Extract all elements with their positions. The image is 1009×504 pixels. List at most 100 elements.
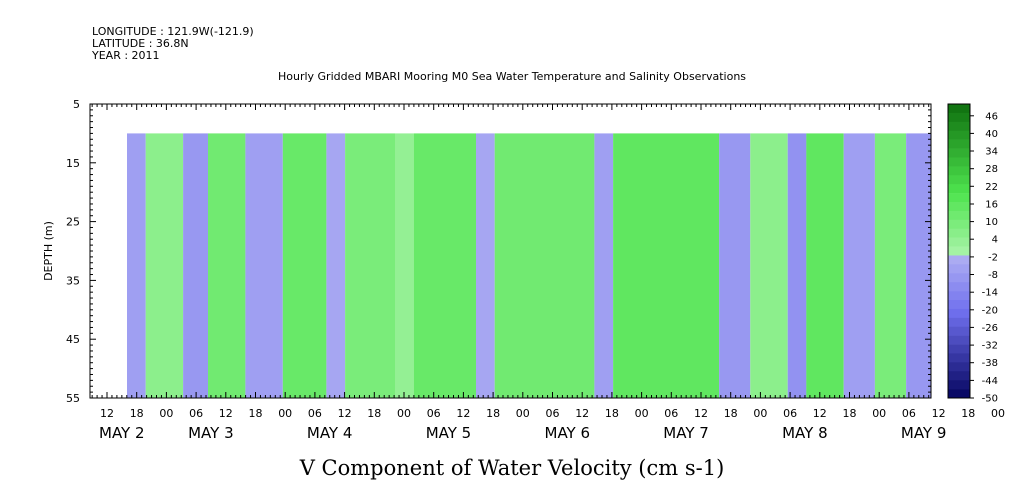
colorbar-swatch: [948, 380, 970, 390]
x-tick-label: 00: [872, 407, 886, 420]
colorbar-swatch: [948, 335, 970, 345]
heatmap-band-18: [843, 133, 875, 398]
x-tick-label: 00: [991, 407, 1005, 420]
latitude-label: LATITUDE : 36.8N: [92, 37, 189, 50]
x-day-label: MAY 2: [99, 424, 145, 442]
colorbar-swatch: [948, 130, 970, 140]
x-tick-label: 00: [278, 407, 292, 420]
colorbar-swatch: [948, 202, 970, 212]
x-tick-label: 12: [575, 407, 589, 420]
colorbar-swatch: [948, 300, 970, 310]
x-tick-label: 18: [130, 407, 144, 420]
colorbar-swatch: [948, 371, 970, 381]
colorbar-label: -26: [982, 323, 998, 334]
colorbar-label: -38: [982, 358, 998, 369]
x-tick-label: 06: [427, 407, 441, 420]
x-tick-label: 06: [189, 407, 203, 420]
x-tick-label: 12: [813, 407, 827, 420]
x-day-label: MAY 7: [663, 424, 709, 442]
heatmap-band-10: [476, 133, 495, 398]
colorbar-label: 16: [985, 200, 998, 211]
x-tick-label: 06: [664, 407, 678, 420]
heatmap-band-8: [395, 133, 414, 398]
colorbar-swatch: [948, 255, 970, 265]
colorbar-swatch: [948, 326, 970, 336]
x-tick-label: 00: [635, 407, 649, 420]
colorbar-label: 46: [985, 111, 998, 122]
y-tick-label: 55: [66, 392, 80, 405]
heatmap-band-13: [613, 133, 720, 398]
heatmap-band-19: [874, 133, 907, 398]
colorbar-swatch: [948, 308, 970, 319]
colorbar-swatch: [948, 353, 970, 363]
x-day-label: MAY 8: [782, 424, 828, 442]
x-tick-label: 00: [397, 407, 411, 420]
x-tick-label: 18: [249, 407, 263, 420]
colorbar-swatch: [948, 291, 970, 301]
heatmap-band-0: [127, 133, 146, 398]
x-tick-label: 12: [100, 407, 114, 420]
year-label: YEAR : 2011: [91, 49, 160, 62]
x-day-labels: MAY 2 MAY 3 MAY 4 MAY 5 MAY 6 MAY 7 MAY 8 MAY 9: [99, 424, 946, 442]
colorbar: [947, 103, 971, 399]
heatmap-band-5: [282, 133, 327, 398]
heatmap-band-14: [719, 133, 751, 398]
colorbar-swatch: [948, 282, 970, 292]
colorbar-label: -2: [988, 252, 998, 263]
heatmap-cells: [127, 133, 931, 398]
x-tick-label: 00: [753, 407, 767, 420]
x-day-label: MAY 6: [545, 424, 591, 442]
x-tick-label: 12: [694, 407, 708, 420]
x-tick-label: 12: [932, 407, 946, 420]
heatmap-band-16: [787, 133, 807, 398]
x-tick-label: 18: [961, 407, 975, 420]
heatmap-band-6: [326, 133, 346, 398]
colorbar-swatch: [948, 166, 970, 176]
colorbar-swatch: [948, 148, 970, 158]
x-tick-label: 00: [516, 407, 530, 420]
x-tick-label: 00: [159, 407, 173, 420]
colorbar-label: 10: [985, 217, 998, 228]
heatmap-band-17: [806, 133, 844, 398]
x-tick-label: 06: [308, 407, 322, 420]
colorbar-swatch: [948, 389, 970, 399]
y-tick-label: 25: [66, 216, 80, 229]
longitude-label: LONGITUDE : 121.9W(-121.9): [92, 25, 254, 38]
colorbar-label: 34: [985, 147, 998, 158]
heatmap-band-3: [208, 133, 246, 398]
colorbar-swatch: [948, 184, 970, 194]
x-tick-label: 06: [783, 407, 797, 420]
colorbar-swatch: [948, 112, 970, 123]
colorbar-swatch: [948, 264, 970, 274]
colorbar-swatch: [948, 273, 970, 283]
colorbar-label: -20: [982, 305, 998, 316]
colorbar-frame: [947, 103, 971, 399]
y-tick-label: 35: [66, 274, 80, 287]
x-tick-label: 06: [902, 407, 916, 420]
colorbar-label: -44: [982, 376, 998, 387]
colorbar-label: 22: [985, 182, 998, 193]
colorbar-swatch: [948, 210, 970, 221]
y-tick-label: 45: [66, 333, 80, 346]
x-tick-label: 18: [605, 407, 619, 420]
colorbar-label: -8: [988, 270, 998, 281]
colorbar-swatch: [948, 228, 970, 238]
colorbar-swatch: [948, 121, 970, 132]
y-tick-label: 15: [66, 157, 80, 170]
x-tick-label: 12: [338, 407, 352, 420]
colorbar-swatch: [948, 104, 970, 114]
chart-title: Hourly Gridded MBARI Mooring M0 Sea Wate…: [278, 70, 746, 83]
colorbar-swatch: [948, 344, 970, 354]
x-day-label: MAY 4: [307, 424, 353, 442]
x-tick-label: 18: [486, 407, 500, 420]
y-tick-labels: 5 15 25 35 45 55: [66, 98, 80, 405]
heatmap-band-4: [245, 133, 283, 398]
colorbar-swatch: [948, 362, 970, 372]
colorbar-swatch: [948, 139, 970, 149]
x-day-label: MAY 9: [901, 424, 947, 442]
heatmap-band-15: [750, 133, 788, 398]
heatmap-band-20: [906, 133, 931, 398]
colorbar-label: 28: [985, 164, 998, 175]
colorbar-swatch: [948, 175, 970, 185]
